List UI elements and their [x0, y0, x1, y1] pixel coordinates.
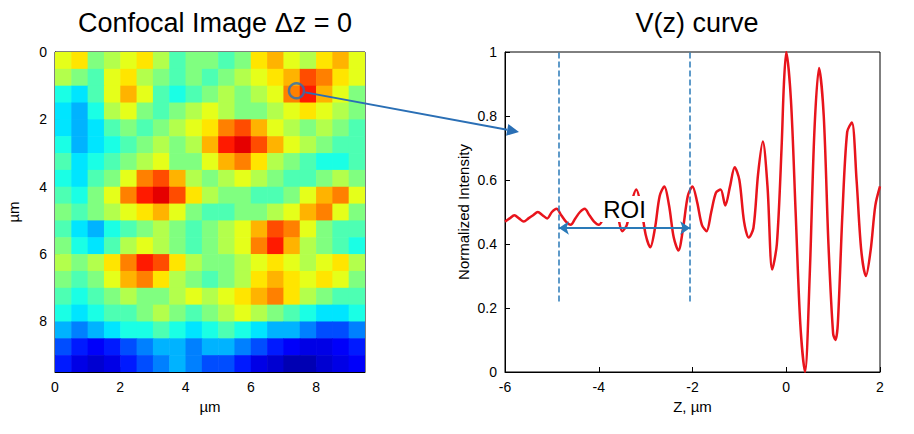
svg-text:0: 0	[489, 364, 497, 380]
svg-text:8: 8	[312, 379, 320, 395]
svg-text:Normalized Intensity: Normalized Intensity	[455, 144, 472, 280]
svg-text:0: 0	[39, 44, 47, 60]
svg-text:0.6: 0.6	[478, 172, 498, 188]
svg-text:-4: -4	[593, 379, 606, 395]
svg-text:µm: µm	[5, 201, 22, 222]
svg-text:0: 0	[782, 379, 790, 395]
svg-text:ROI: ROI	[603, 196, 646, 223]
svg-text:2: 2	[39, 111, 47, 127]
svg-text:1: 1	[489, 44, 497, 60]
svg-text:6: 6	[247, 379, 255, 395]
svg-text:V(z) curve: V(z) curve	[635, 8, 758, 38]
svg-text:2: 2	[876, 379, 884, 395]
svg-text:Confocal Image Δz = 0: Confocal Image Δz = 0	[78, 8, 352, 38]
svg-text:4: 4	[182, 379, 190, 395]
svg-text:Z, µm: Z, µm	[673, 398, 712, 415]
svg-text:0.4: 0.4	[478, 236, 498, 252]
svg-text:8: 8	[39, 313, 47, 329]
svg-text:0: 0	[51, 379, 59, 395]
svg-text:0.2: 0.2	[478, 300, 498, 316]
svg-text:6: 6	[39, 246, 47, 262]
svg-text:µm: µm	[199, 398, 220, 415]
svg-text:4: 4	[39, 179, 47, 195]
svg-text:-2: -2	[686, 379, 699, 395]
svg-text:-6: -6	[499, 379, 512, 395]
svg-text:2: 2	[116, 379, 124, 395]
svg-text:0.8: 0.8	[478, 108, 498, 124]
